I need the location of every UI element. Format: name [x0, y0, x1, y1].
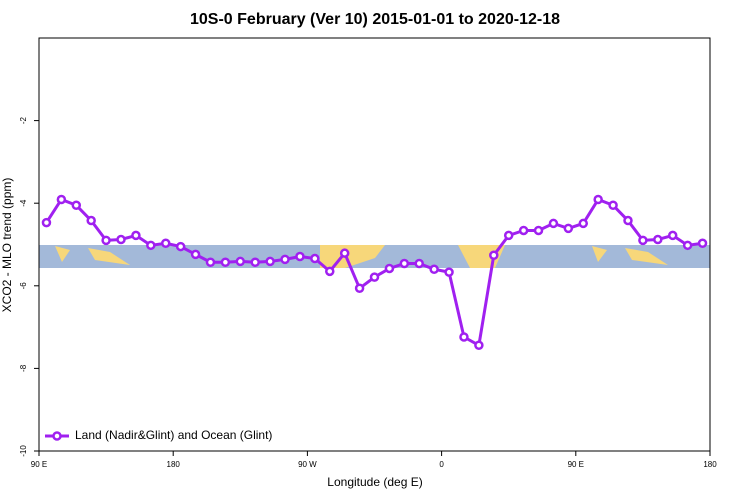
- data-point: [146, 240, 156, 251]
- plot-frame: [38, 37, 711, 452]
- data-point: [489, 250, 499, 260]
- data-point: [131, 230, 141, 241]
- data-point: [250, 257, 260, 268]
- x-tick-label: 0: [439, 460, 444, 469]
- data-point: [623, 215, 633, 226]
- data-point: [638, 235, 648, 246]
- data-point: [697, 238, 708, 249]
- data-point: [563, 223, 574, 234]
- data-point: [235, 256, 246, 267]
- data-point: [474, 340, 484, 351]
- legend-marker: [52, 431, 62, 441]
- data-point: [593, 194, 603, 205]
- data-point: [116, 234, 126, 245]
- data-point: [369, 272, 380, 282]
- data-point: [518, 225, 529, 236]
- data-point: [310, 253, 320, 264]
- y-tick-label: -8: [19, 364, 28, 372]
- data-point: [533, 225, 544, 236]
- y-tick-label: -10: [19, 445, 28, 457]
- data-point: [41, 217, 52, 228]
- data-point: [86, 215, 96, 226]
- map-band: [39, 245, 710, 268]
- data-point: [399, 258, 410, 269]
- x-tick-label: 90 W: [298, 460, 317, 469]
- data-point: [682, 240, 693, 251]
- x-tick-label: 90 E: [568, 460, 584, 469]
- data-point: [56, 194, 67, 205]
- data-point: [667, 230, 678, 241]
- x-tick-label: 90 E: [31, 460, 47, 469]
- x-axis-label: Longitude (deg E): [327, 475, 422, 489]
- data-point: [325, 266, 335, 277]
- data-point: [503, 230, 514, 241]
- data-point: [280, 254, 290, 265]
- chart-title: 10S-0 February (Ver 10) 2015-01-01 to 20…: [190, 11, 560, 28]
- data-point: [220, 257, 231, 268]
- y-tick-label: -4: [19, 199, 28, 207]
- y-tick-label: -6: [19, 282, 28, 290]
- data-point: [101, 235, 111, 246]
- data-point: [175, 241, 186, 252]
- data-point: [190, 249, 201, 260]
- data-point: [548, 218, 559, 229]
- x-tick-label: 180: [167, 460, 181, 469]
- legend-label: Land (Nadir&Glint) and Ocean (Glint): [75, 428, 272, 442]
- data-point: [608, 200, 618, 211]
- data-point: [71, 200, 82, 211]
- data-point: [160, 238, 171, 249]
- data-point: [205, 257, 216, 268]
- x-tick-label: 180: [703, 460, 717, 469]
- y-tick-label: -2: [19, 116, 28, 124]
- data-point: [459, 332, 469, 342]
- data-point: [295, 251, 305, 262]
- data-point: [444, 267, 454, 277]
- data-point: [414, 258, 424, 269]
- data-point: [653, 234, 663, 245]
- data-point: [384, 263, 395, 274]
- data-point: [339, 248, 350, 258]
- data-point: [578, 218, 589, 229]
- data-point: [354, 283, 365, 294]
- data-point: [265, 256, 275, 267]
- data-point: [429, 264, 439, 275]
- y-axis-label: XCO2 - MLO trend (ppm): [0, 178, 14, 313]
